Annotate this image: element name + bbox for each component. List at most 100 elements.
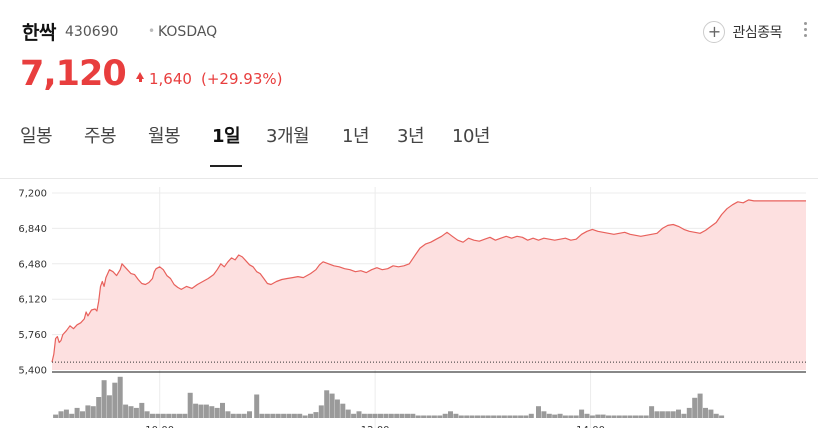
volume-bar bbox=[611, 415, 617, 418]
volume-bar bbox=[394, 413, 400, 418]
price-change-percent: (+29.93%) bbox=[201, 70, 283, 88]
volume-bar bbox=[638, 415, 644, 418]
tab-3month[interactable]: 3개월 bbox=[266, 126, 310, 147]
volume-bar bbox=[562, 415, 568, 418]
volume-bar bbox=[166, 413, 172, 418]
volume-bar bbox=[340, 403, 346, 418]
volume-bar bbox=[345, 409, 351, 418]
volume-bar bbox=[399, 413, 405, 418]
volume-bar bbox=[193, 403, 199, 418]
volume-bar bbox=[541, 411, 547, 418]
volume-bar bbox=[247, 411, 252, 418]
volume-bar bbox=[383, 413, 389, 418]
volume-bar bbox=[469, 415, 475, 418]
y-tick-label: 6,480 bbox=[18, 259, 47, 270]
tab-monthly[interactable]: 월봉 bbox=[148, 126, 181, 147]
tab-1year[interactable]: 1년 bbox=[342, 126, 370, 147]
volume-bar bbox=[372, 413, 378, 418]
volume-bar bbox=[378, 413, 383, 418]
volume-bar bbox=[523, 415, 529, 418]
volume-bar bbox=[584, 413, 590, 418]
stock-name: 한싹 bbox=[22, 22, 56, 44]
active-tab-indicator bbox=[210, 165, 242, 167]
volume-bar bbox=[160, 413, 166, 418]
volume-bar bbox=[600, 414, 606, 418]
volume-bar bbox=[329, 393, 335, 418]
volume-bar bbox=[177, 413, 182, 418]
volume-bar bbox=[708, 409, 714, 418]
price-chart[interactable]: 7,200 6,840 6,480 6,120 5,760 5,400 10:00 12:00… bbox=[0, 178, 818, 428]
price-area bbox=[52, 199, 806, 370]
y-tick-label: 7,200 bbox=[18, 189, 47, 200]
volume-bar bbox=[546, 413, 552, 418]
volume-bar bbox=[681, 413, 687, 418]
volume-bar bbox=[356, 411, 362, 418]
current-price: 7,120 bbox=[20, 54, 127, 94]
volume-bar bbox=[171, 413, 177, 418]
volume-bar bbox=[573, 415, 579, 418]
volume-bar bbox=[579, 409, 585, 418]
volume-bar bbox=[568, 415, 574, 418]
price-change: 1,640 bbox=[149, 70, 192, 88]
volume-bar bbox=[458, 415, 464, 418]
volume-bar bbox=[654, 411, 660, 418]
volume-bar bbox=[308, 413, 313, 418]
y-tick-label: 5,760 bbox=[18, 330, 47, 341]
volume-bar bbox=[139, 402, 145, 418]
volume-bar bbox=[719, 415, 725, 418]
volume-bar bbox=[437, 415, 443, 418]
volume-bar bbox=[334, 399, 340, 418]
volume-bar bbox=[633, 415, 638, 418]
price-line bbox=[51, 199, 806, 363]
volume-bar bbox=[297, 413, 303, 418]
volume-bar bbox=[203, 404, 209, 418]
volume-bar bbox=[448, 411, 453, 418]
x-tick-label: 10:00 bbox=[145, 425, 174, 428]
volume-bar bbox=[665, 411, 671, 418]
plus-icon: + bbox=[703, 21, 726, 43]
volume-bar bbox=[595, 414, 601, 418]
stock-header: 한싹 430690 • KOSDAQ bbox=[22, 16, 818, 50]
y-tick-label: 5,400 bbox=[18, 366, 47, 377]
volume-bar bbox=[485, 415, 491, 418]
volume-bar bbox=[96, 397, 102, 418]
volume-bar bbox=[528, 413, 534, 418]
stock-code: 430690 bbox=[65, 24, 119, 40]
volume-bar bbox=[405, 413, 410, 418]
volume-bar bbox=[421, 415, 427, 418]
volume-bar bbox=[270, 413, 276, 418]
volume-bar bbox=[415, 415, 421, 418]
tab-10year[interactable]: 10년 bbox=[452, 126, 490, 147]
more-options-icon[interactable] bbox=[804, 22, 808, 42]
volume-bar bbox=[101, 380, 107, 418]
tab-daily[interactable]: 일봉 bbox=[20, 126, 53, 147]
favorite-label: 관심종목 bbox=[732, 25, 782, 41]
y-tick-label: 6,120 bbox=[18, 295, 47, 306]
volume-bar bbox=[518, 415, 524, 418]
volume-bar bbox=[589, 415, 595, 418]
volume-bar bbox=[302, 415, 308, 418]
volume-bar bbox=[480, 415, 486, 418]
volume-bar bbox=[90, 406, 96, 418]
volume-bar bbox=[182, 413, 188, 418]
tab-1day[interactable]: 1일 bbox=[212, 126, 241, 147]
volume-bar bbox=[209, 406, 215, 418]
volume-bar bbox=[431, 415, 437, 418]
volume-bar bbox=[649, 406, 655, 418]
volume-bar bbox=[225, 411, 231, 418]
x-tick-label: 12:00 bbox=[361, 425, 390, 428]
volume-bar bbox=[475, 415, 480, 418]
add-favorite-button[interactable]: + 관심종목 bbox=[703, 20, 782, 44]
volume-bar bbox=[85, 405, 91, 418]
tab-3year[interactable]: 3년 bbox=[397, 126, 425, 147]
tab-weekly[interactable]: 주봉 bbox=[84, 126, 117, 147]
volume-bar bbox=[286, 413, 292, 418]
volume-bar bbox=[388, 413, 394, 418]
volume-bar bbox=[128, 406, 134, 418]
volume-bar bbox=[275, 413, 281, 418]
volume-bar bbox=[187, 392, 193, 418]
volume-bar bbox=[703, 407, 708, 418]
volume-bar bbox=[361, 413, 367, 418]
volume-bar bbox=[74, 407, 80, 418]
volume-bar bbox=[512, 415, 518, 418]
